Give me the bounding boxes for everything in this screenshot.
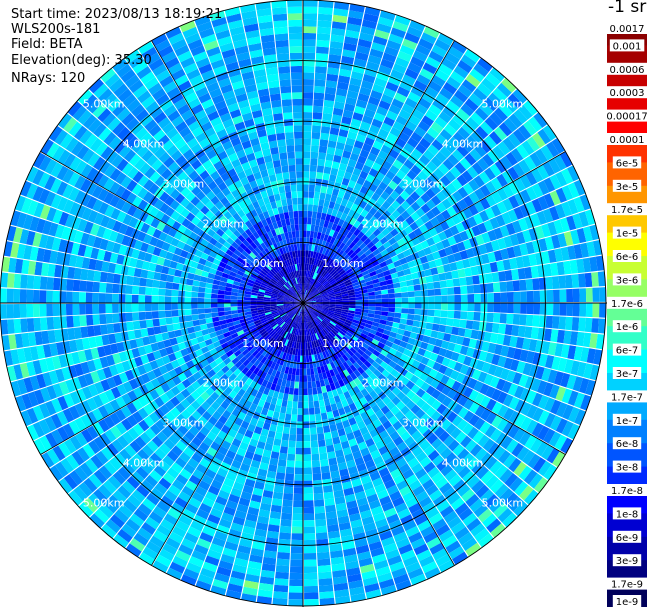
range-ring-label: 4.00km (123, 138, 165, 151)
colorbar-label-bg (612, 437, 642, 450)
colorbar-label-bg (612, 179, 642, 192)
colorbar-tick-label: 0.0006 (610, 65, 645, 76)
colorbar-tick-label: 1.7e-5 (611, 205, 643, 216)
colorbar-tick-label: 3e-6 (616, 275, 639, 286)
range-ring-label: 3.00km (163, 417, 205, 430)
colorbar-tick-label: 1e-8 (616, 509, 639, 520)
colorbar-label-bg (612, 156, 642, 169)
colorbar-label-bg (612, 413, 642, 426)
range-ring-label: 3.00km (163, 177, 205, 190)
range-ring-label: 1.00km (322, 257, 364, 270)
range-ring-label: 5.00km (83, 496, 125, 509)
colorbar-tick-label: 6e-7 (616, 346, 639, 357)
colorbar-label-bg (607, 203, 647, 216)
colorbar-tick-label: 1e-6 (616, 322, 639, 333)
colorbar-tick-label: 1e-7 (616, 416, 639, 427)
range-ring-label: 5.00km (83, 98, 125, 111)
colorbar-tick-label: 1e-9 (616, 597, 639, 607)
range-ring-label: 1.00km (242, 257, 284, 270)
colorbar-label-bg (612, 507, 642, 520)
colorbar-label-bg (612, 343, 642, 356)
colorbar-label-bg (609, 39, 645, 52)
colorbar-label-bg (612, 530, 642, 543)
colorbar-tick-label: 1e-5 (616, 229, 639, 240)
colorbar-label-bg (612, 320, 642, 333)
colorbar-tick-label: 6e-9 (616, 533, 639, 544)
range-ring-label: 2.00km (362, 217, 404, 230)
nrays-text: NRays: 120 (11, 71, 86, 86)
field-text: Field: BETA (11, 37, 83, 52)
colorbar-tick-label: 0.0001 (610, 135, 645, 146)
range-ring-label: 5.00km (482, 496, 524, 509)
colorbar-tick-label: 0.0017 (610, 24, 645, 35)
colorbar: 0.0017 0.001 0.0006 0.0003 0.00017 0.0001 6e-5… (607, 22, 647, 607)
range-ring-label: 4.00km (442, 456, 484, 469)
colorbar-label-bg (607, 390, 647, 403)
colorbar-tick-label: 1.7e-7 (611, 392, 643, 403)
colorbar-label-bg (607, 62, 647, 75)
colorbar-tick-label: 0.00017 (607, 112, 647, 123)
elevation-text: Elevation(deg): 35.30 (11, 53, 152, 68)
range-ring-label: 2.00km (203, 377, 245, 390)
range-ring-label: 4.00km (442, 138, 484, 151)
colorbar-label-bg (612, 226, 642, 239)
colorbar-label-bg (612, 273, 642, 286)
colorbar-label-bg (612, 460, 642, 473)
colorbar-label-bg (612, 250, 642, 262)
colorbar-label-bg (607, 109, 647, 122)
colorbar-tick-label: 3e-5 (616, 182, 639, 193)
range-ring-label: 4.00km (123, 456, 165, 469)
colorbar-tick-label: 3e-8 (616, 463, 639, 474)
range-ring-label: 2.00km (362, 377, 404, 390)
colorbar-tick-label: 3e-7 (616, 369, 639, 380)
colorbar-label-bg (607, 22, 647, 34)
range-ring-label: 2.00km (203, 217, 245, 230)
range-ring-label: 3.00km (402, 177, 444, 190)
colorbar-label-bg (607, 296, 647, 309)
center-marker (296, 296, 310, 310)
colorbar-tick-label: 1.7e-9 (611, 580, 643, 591)
ppi-plot: 1.00km 1.00km 1.00km 1.00km 2.00km 2.00km 2.00… (0, 0, 607, 607)
instrument-text: WLS200s-181 (11, 22, 101, 37)
colorbar-tick-label: 6e-5 (616, 158, 639, 169)
colorbar-label-bg (607, 577, 647, 590)
range-ring-label: 5.00km (482, 98, 524, 111)
colorbar-label-bg (612, 367, 642, 379)
colorbar-label-bg (612, 595, 642, 607)
colorbar-label-bg (607, 484, 647, 496)
range-ring-label: 1.00km (242, 337, 284, 350)
colorbar-tick-label: 0.001 (613, 41, 642, 52)
colorbar-label-bg (612, 554, 642, 567)
colorbar-tick-label: 0.0003 (610, 88, 645, 99)
colorbar-tick-label: 6e-8 (616, 439, 639, 450)
start-time-text: Start time: 2023/08/13 18:19:21 (11, 7, 223, 22)
range-ring-labels: 1.00km 1.00km 1.00km 1.00km 2.00km 2.00km 2.00… (83, 98, 523, 510)
colorbar-label-bg (607, 133, 647, 145)
colorbar-tick-label: 1.7e-6 (611, 299, 643, 310)
colorbar-units: -1 sr (608, 0, 647, 17)
range-rings (0, 0, 607, 607)
range-ring-label: 1.00km (322, 337, 364, 350)
colorbar-tick-label: 6e-6 (616, 252, 639, 263)
colorbar-tick-label: 1.7e-8 (611, 486, 643, 497)
range-ring-label: 3.00km (402, 417, 444, 430)
colorbar-tick-label: 3e-9 (616, 556, 639, 567)
colorbar-label-bg (607, 86, 647, 99)
